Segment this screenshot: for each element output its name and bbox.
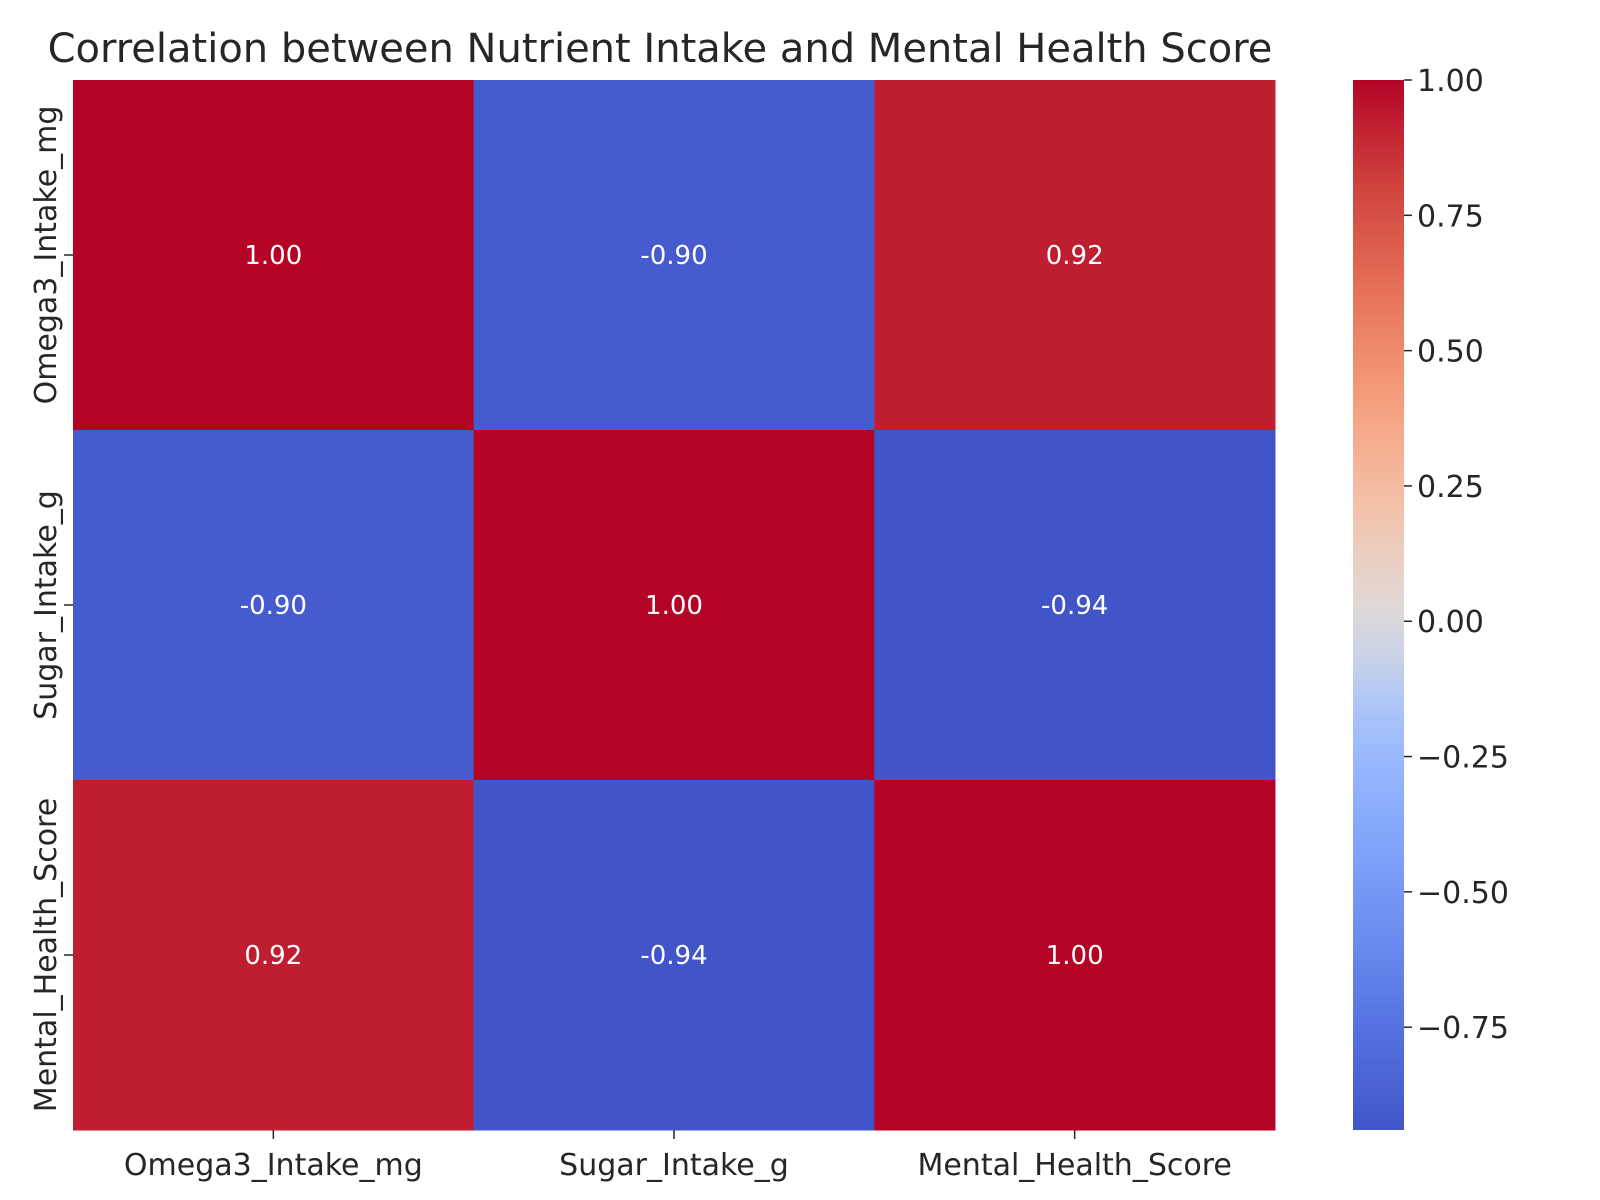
colorbar-tick-label: 0.50 xyxy=(1417,335,1484,370)
heatmap-cell xyxy=(73,80,475,431)
colorbar-tick-label: 0.25 xyxy=(1417,470,1484,505)
y-tick-label: Omega3_Intake_mg xyxy=(29,106,64,405)
y-tick-label: Sugar_Intake_g xyxy=(29,490,64,720)
x-tick-label: Sugar_Intake_g xyxy=(559,1148,789,1183)
colorbar: 1.00 0.75 0.50 0.25 0.00 −0.25 −0.50 −0.75 xyxy=(1353,64,1509,1130)
x-tick-label: Mental_Health_Score xyxy=(917,1148,1231,1183)
colorbar-tick-label: 1.00 xyxy=(1417,64,1484,99)
y-axis: Omega3_Intake_mg Sugar_Intake_g Mental_Hea… xyxy=(29,106,73,1112)
cell-value-label: -0.90 xyxy=(640,241,707,271)
cell-value-label: 0.92 xyxy=(1046,241,1104,271)
chart-title: Correlation between Nutrient Intake and … xyxy=(48,26,1273,72)
colorbar-tick-label: −0.50 xyxy=(1417,876,1509,911)
x-tick-label: Omega3_Intake_mg xyxy=(124,1148,423,1183)
heatmap-cell xyxy=(473,80,875,431)
colorbar-tick-label: 0.00 xyxy=(1417,605,1484,640)
cell-value-label: 1.00 xyxy=(244,241,302,271)
heatmap-cell xyxy=(473,780,875,1131)
heatmap-cell xyxy=(874,80,1276,431)
x-axis: Omega3_Intake_mg Sugar_Intake_g Mental_Hea… xyxy=(124,1130,1232,1183)
cell-value-label: 0.92 xyxy=(244,941,302,971)
colorbar-tick-label: 0.75 xyxy=(1417,199,1484,234)
cell-value-label: -0.90 xyxy=(240,591,307,621)
heatmap-cell xyxy=(473,430,875,781)
y-tick-label: Mental_Health_Score xyxy=(29,798,64,1112)
cell-value-label: 1.00 xyxy=(1046,941,1104,971)
cell-value-label: -0.94 xyxy=(640,941,707,971)
heatmap-cell xyxy=(874,780,1276,1131)
colorbar-gradient xyxy=(1353,80,1404,1130)
cell-value-label: -0.94 xyxy=(1041,591,1108,621)
heatmap-cell xyxy=(73,430,475,781)
colorbar-tick-label: −0.75 xyxy=(1417,1011,1509,1046)
cell-value-label: 1.00 xyxy=(645,591,703,621)
heatmap-cell xyxy=(874,430,1276,781)
heatmap-cell xyxy=(73,780,475,1131)
heatmap-cells: 1.00 -0.90 0.92 -0.90 1.00 -0.94 0.92 -0.94 1.00 xyxy=(73,80,1276,1131)
colorbar-tick-label: −0.25 xyxy=(1417,741,1509,776)
